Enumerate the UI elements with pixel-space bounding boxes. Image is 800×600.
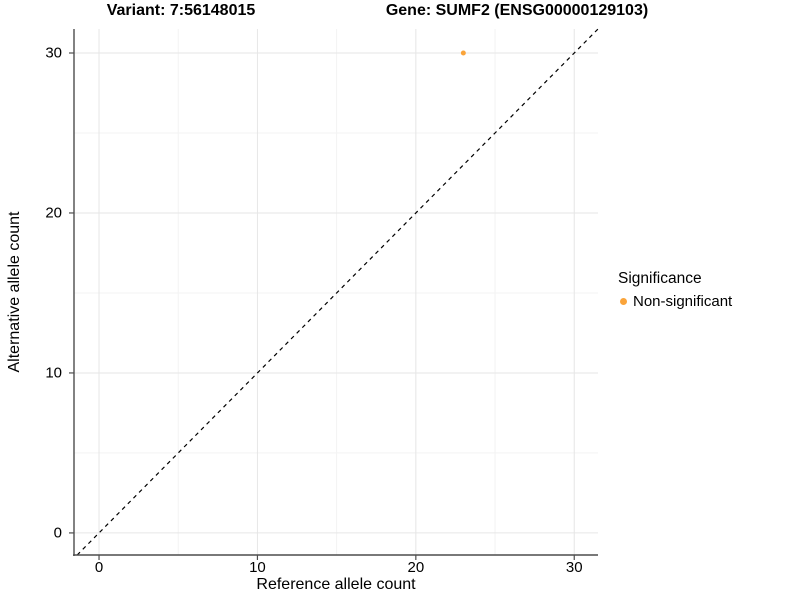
y-tick-label: 10 (45, 364, 62, 382)
plot-title-variant: Variant: 7:56148015 (106, 2, 256, 19)
y-axis-title: Alternative allele count (6, 211, 23, 373)
x-tick-label: 30 (565, 559, 583, 576)
x-tick-label: 0 (94, 559, 104, 576)
y-tick-label: 20 (45, 204, 62, 222)
legend-items: Non-significant (616, 293, 732, 310)
legend-item: Non-significant (616, 293, 732, 310)
x-tick-label: 10 (249, 559, 266, 576)
identity-reference-line (76, 28, 599, 556)
legend: Significance Non-significant (616, 270, 732, 310)
legend-item-label: Non-significant (633, 293, 733, 310)
x-axis-title: Reference allele count (256, 576, 416, 593)
x-tick-label: 20 (407, 559, 425, 576)
legend-point-icon (620, 298, 627, 305)
plot-title-gene: Gene: SUMF2 (ENSG00000129103) (385, 2, 649, 19)
legend-title: Significance (618, 270, 702, 287)
y-tick-label: 30 (45, 44, 62, 62)
y-tick-label: 0 (53, 524, 62, 542)
data-point (460, 50, 466, 56)
